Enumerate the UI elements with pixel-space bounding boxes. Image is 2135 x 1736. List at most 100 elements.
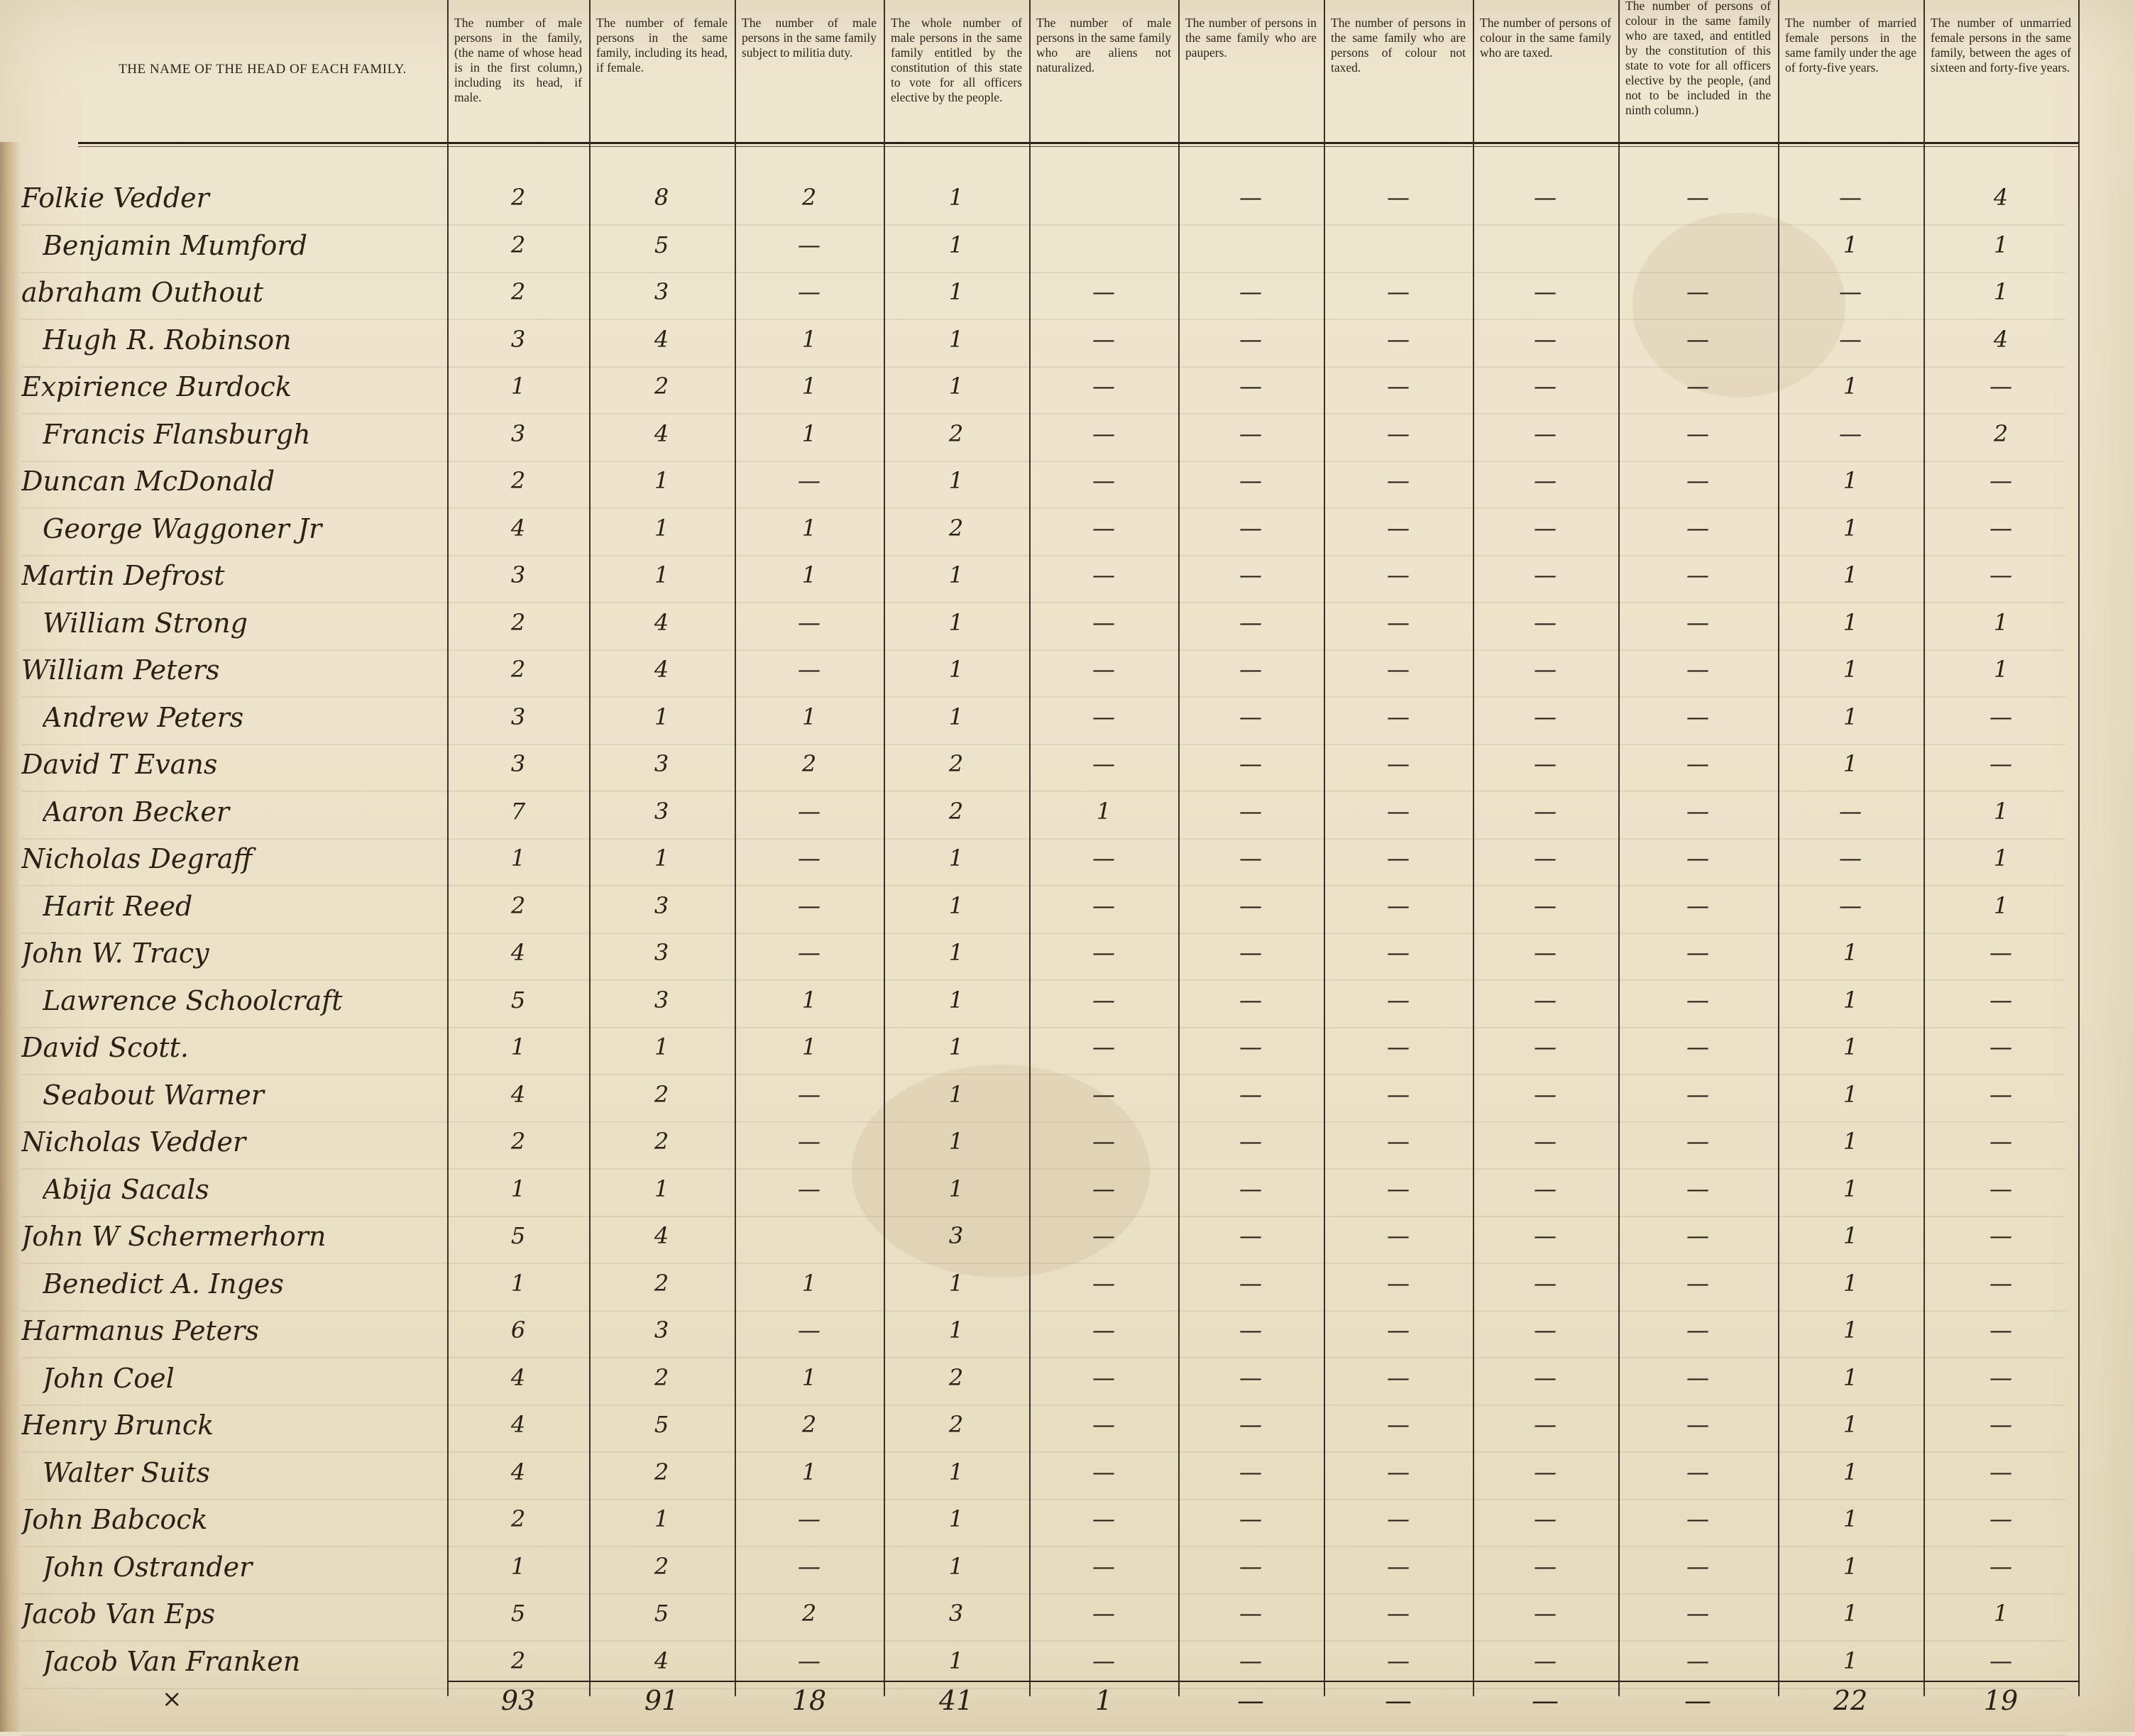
column-divider	[1473, 0, 1474, 1696]
count-cell: —	[1686, 1222, 1709, 1249]
count-cell: —	[1239, 1411, 1262, 1438]
count-cell: 1	[801, 373, 817, 400]
count-cell: —	[1686, 1552, 1709, 1580]
count-cell: —	[1534, 1080, 1557, 1108]
rule-line	[21, 1168, 2065, 1170]
count-cell: —	[1239, 278, 1262, 305]
family-row: John W Schermerhorn 5 4 3 — — — — — 1 —	[0, 1216, 2080, 1263]
count-cell: —	[1534, 184, 1557, 211]
count-cell: —	[1387, 1552, 1410, 1580]
count-cell: —	[1387, 1080, 1410, 1108]
count-cell: 5	[510, 1600, 526, 1627]
head-of-family-name: John Babcock	[21, 1504, 208, 1535]
rule-line	[21, 1546, 2065, 1547]
count-cell: 1	[948, 278, 964, 305]
rule-line	[21, 696, 2065, 698]
column-divider	[1178, 0, 1180, 1696]
rule-line	[21, 507, 2065, 509]
family-row: Harit Reed 2 3 — 1 — — — — — — 1	[0, 886, 2080, 933]
rule-line	[21, 1074, 2065, 1075]
totals-row: × 93 91 18 41 1 — — — — 22 19	[0, 1683, 2080, 1730]
count-cell: 1	[948, 184, 964, 211]
header-head-of-family: THE NAME OF THE HEAD OF EACH FAMILY.	[119, 62, 407, 77]
head-of-family-name: Benjamin Mumford	[43, 229, 307, 261]
count-cell: 2	[801, 1411, 817, 1438]
count-cell: —	[1092, 1033, 1115, 1060]
count-cell: —	[1387, 1600, 1410, 1627]
count-cell: 2	[948, 514, 964, 542]
count-cell: —	[1092, 419, 1115, 447]
family-row: Expirience Burdock 1 2 1 1 — — — — — 1 —	[0, 366, 2080, 413]
count-cell: 2	[510, 1128, 526, 1155]
rule-line	[21, 1309, 2065, 1312]
family-row: Andrew Peters 3 1 1 1 — — — — — 1 —	[0, 697, 2080, 744]
family-row: Hugh R. Robinson 3 4 1 1 — — — — — — 4	[0, 319, 2080, 366]
count-cell: 2	[510, 184, 526, 211]
count-cell: 1	[1843, 1175, 1858, 1202]
count-cell: —	[1839, 845, 1862, 872]
head-of-family-name: Harit Reed	[43, 890, 193, 922]
count-cell: —	[1239, 467, 1262, 494]
count-cell: —	[1686, 608, 1709, 636]
count-cell: 1	[948, 1647, 964, 1674]
column-divider	[1778, 0, 1779, 1696]
column-divider	[447, 0, 449, 1696]
family-row: Lawrence Schoolcraft 5 3 1 1 — — — — — 1 —	[0, 980, 2080, 1027]
count-cell: 5	[654, 231, 669, 258]
count-cell: 2	[948, 797, 964, 825]
count-cell: —	[1387, 1647, 1410, 1674]
count-cell: —	[1686, 1600, 1709, 1627]
header-colour-not-taxed: The number of persons in the same family…	[1331, 16, 1466, 75]
rule-line	[21, 649, 2065, 651]
count-cell: 1	[801, 1033, 817, 1060]
count-cell: 1	[510, 1552, 526, 1580]
count-cell: 1	[1843, 939, 1858, 966]
count-cell: 2	[510, 1505, 526, 1532]
total-cell: 18	[791, 1685, 827, 1716]
count-cell: —	[1387, 1269, 1410, 1297]
count-cell: —	[1534, 750, 1557, 777]
count-cell: —	[1686, 419, 1709, 447]
count-cell: 2	[510, 467, 526, 494]
count-cell: —	[1239, 514, 1262, 542]
rule-line	[21, 1498, 2065, 1500]
count-cell: —	[1387, 703, 1410, 730]
count-cell: —	[1239, 1222, 1262, 1249]
rule-line	[21, 1593, 2065, 1595]
count-cell: 1	[654, 561, 669, 588]
count-cell: —	[1686, 1269, 1709, 1297]
count-cell: 2	[510, 231, 526, 258]
rule-line	[21, 1026, 2065, 1028]
count-cell: 7	[510, 797, 526, 825]
family-row: Nicholas Vedder 2 2 — 1 — — — — — 1 —	[0, 1121, 2080, 1168]
family-row: Seabout Warner 4 2 — 1 — — — — — 1 —	[0, 1075, 2080, 1121]
count-cell: —	[1092, 1600, 1115, 1627]
count-cell: 6	[510, 1317, 526, 1344]
count-cell: 2	[510, 608, 526, 636]
count-cell: 1	[948, 939, 964, 966]
family-row: William Strong 2 4 — 1 — — — — — 1 1	[0, 603, 2080, 649]
count-cell: —	[1989, 1317, 2012, 1344]
count-cell: 1	[510, 1033, 526, 1060]
count-cell: 1	[948, 845, 964, 872]
rule-line	[21, 460, 2065, 462]
rule-line	[21, 413, 2065, 414]
count-cell: —	[1387, 797, 1410, 825]
rule-line	[21, 1215, 2065, 1217]
count-cell: —	[1989, 1363, 2012, 1391]
column-divider	[1324, 0, 1325, 1696]
column-divider	[1618, 0, 1620, 1696]
count-cell: 1	[948, 1552, 964, 1580]
count-cell: —	[1387, 1411, 1410, 1438]
count-cell: —	[1387, 1317, 1410, 1344]
count-cell: 1	[948, 467, 964, 494]
rule-line	[21, 319, 2065, 320]
count-cell: 3	[510, 561, 526, 588]
family-row: John Ostrander 1 2 — 1 — — — — — 1 —	[0, 1547, 2080, 1593]
count-cell: 1	[801, 514, 817, 542]
count-cell: —	[1686, 797, 1709, 825]
count-cell: —	[1387, 750, 1410, 777]
count-cell: 3	[654, 278, 669, 305]
count-cell: —	[1092, 1269, 1115, 1297]
count-cell: 1	[654, 845, 669, 872]
